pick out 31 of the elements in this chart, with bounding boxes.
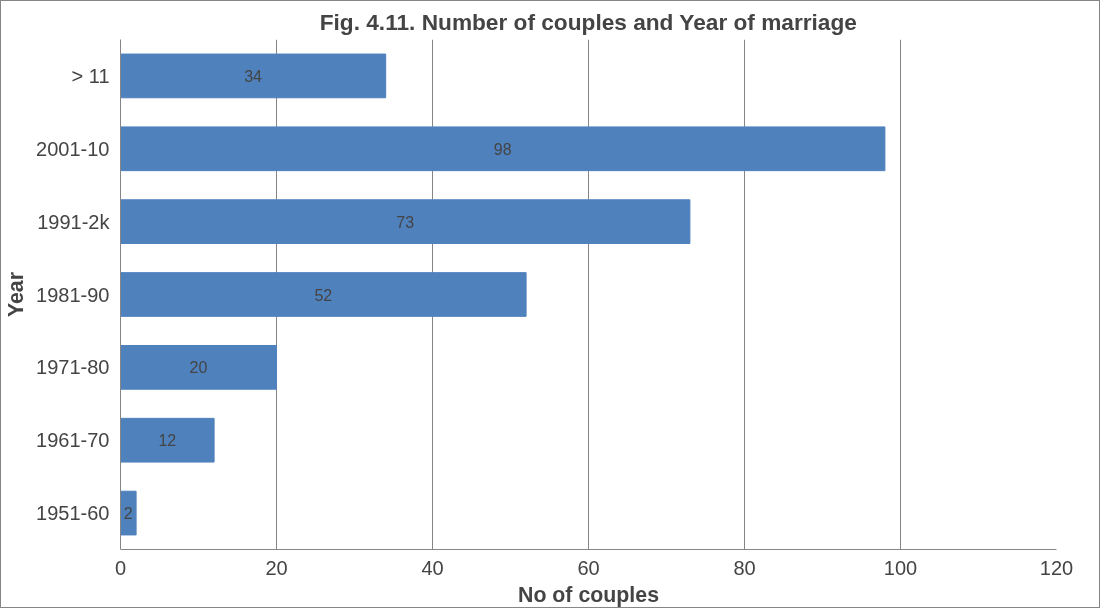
data-label: 73 xyxy=(396,213,415,231)
x-tick-label: 40 xyxy=(421,556,444,579)
x-tick-label: 80 xyxy=(733,556,756,579)
y-axis-title: Year xyxy=(4,271,29,318)
data-label: 2 xyxy=(123,505,133,523)
bar xyxy=(120,53,387,99)
y-tick-label: 1951-60 xyxy=(36,502,110,525)
data-label: 52 xyxy=(314,286,333,304)
bar xyxy=(120,272,527,317)
y-tick-label: 2001-10 xyxy=(36,137,110,160)
y-tick-label: > 11 xyxy=(71,64,110,87)
x-tick-label: 60 xyxy=(577,556,600,579)
data-label: 20 xyxy=(189,359,208,377)
x-axis-title: No of couples xyxy=(518,582,660,607)
bar xyxy=(120,126,886,172)
x-tick-label: 100 xyxy=(883,556,918,579)
x-tick-label: 0 xyxy=(114,556,127,579)
y-tick-label: 1961-70 xyxy=(36,429,110,452)
bar xyxy=(120,345,277,390)
bar xyxy=(120,199,691,244)
x-tick-label: 120 xyxy=(1039,556,1074,579)
y-tick-label: 1971-80 xyxy=(36,356,110,379)
y-tick-label: 1981-90 xyxy=(36,283,110,306)
chart-title: Fig. 4.11. Number of couples and Year of marriage xyxy=(319,8,857,35)
bar xyxy=(120,490,137,536)
data-label: 12 xyxy=(158,432,177,450)
bar xyxy=(120,417,215,463)
data-label: 98 xyxy=(493,140,512,158)
y-tick-label: 1991-2k xyxy=(37,210,111,233)
data-label: 34 xyxy=(244,67,263,85)
x-tick-label: 20 xyxy=(265,556,288,579)
